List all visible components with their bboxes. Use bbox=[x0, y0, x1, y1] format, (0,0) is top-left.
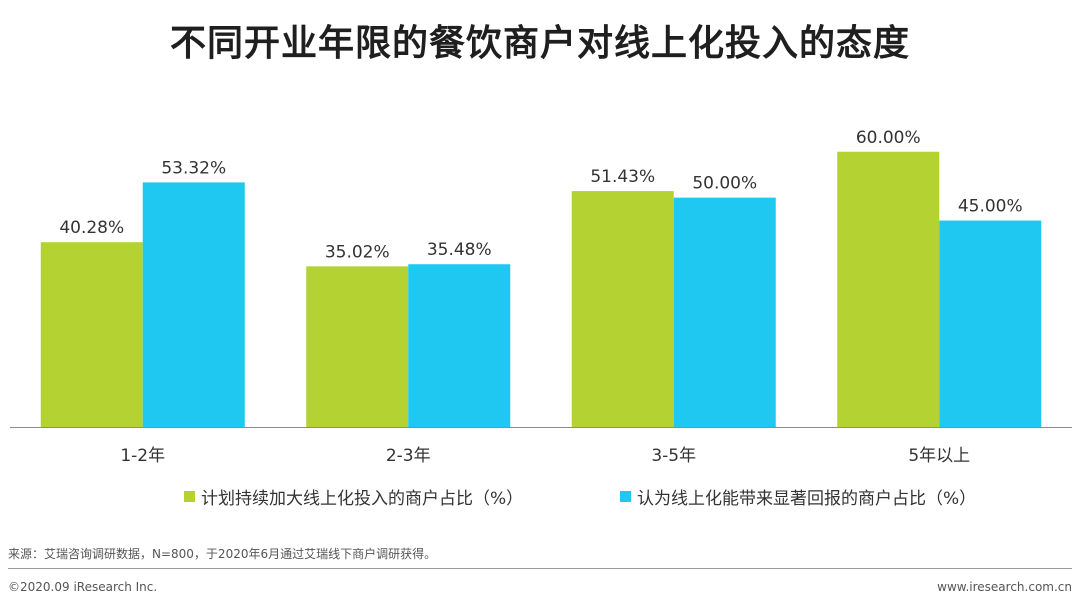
bar-series-2-2 bbox=[408, 264, 511, 427]
legend-item-series-1: 计划持续加大线上化投入的商户占比（%） bbox=[184, 484, 523, 509]
data-label-series-2-2: 35.48% bbox=[427, 240, 492, 260]
data-label-series-1-3: 51.43% bbox=[590, 167, 655, 187]
legend-swatch-green bbox=[184, 491, 195, 502]
footer-divider bbox=[8, 568, 1072, 569]
data-label-series-1-4: 60.00% bbox=[856, 128, 921, 148]
chart-legend: 计划持续加大线上化投入的商户占比（%） 认为线上化能带来显著回报的商户占比（%） bbox=[0, 484, 1080, 512]
data-label-series-2-1: 53.32% bbox=[161, 158, 226, 178]
data-label-series-2-3: 50.00% bbox=[692, 174, 757, 194]
website-link[interactable]: www.iresearch.com.cn bbox=[937, 580, 1072, 594]
bar-series-2-3 bbox=[673, 197, 776, 427]
legend-label-series-1: 计划持续加大线上化投入的商户占比（%） bbox=[201, 489, 524, 509]
bar-series-1-1 bbox=[40, 242, 143, 427]
x-tick-label-1: 1-2年 bbox=[120, 446, 165, 466]
data-label-series-1-2: 35.02% bbox=[325, 242, 390, 262]
chart-title: 不同开业年限的餐饮商户对线上化投入的态度 bbox=[169, 23, 910, 64]
legend-item-series-2: 认为线上化能带来显著回报的商户占比（%） bbox=[620, 484, 976, 509]
bar-series-2-4 bbox=[939, 220, 1042, 427]
bar-series-1-3 bbox=[571, 191, 674, 427]
x-tick-label-3: 3-5年 bbox=[651, 446, 696, 466]
legend-label-series-2: 认为线上化能带来显著回报的商户占比（%） bbox=[637, 489, 977, 509]
legend-swatch-blue bbox=[620, 491, 631, 502]
copyright-text: ©2020.09 iResearch Inc. bbox=[8, 580, 158, 594]
data-label-series-2-4: 45.00% bbox=[958, 197, 1023, 217]
bar-series-2-1 bbox=[142, 182, 245, 427]
bar-chart: 40.28% 53.32% 1-2年 35.02% 35.48% 2-3年 51.43% 50… bbox=[10, 128, 1072, 466]
bar-series-1-4 bbox=[837, 151, 940, 427]
x-tick-label-4: 5年以上 bbox=[908, 446, 970, 466]
data-label-series-1-1: 40.28% bbox=[59, 218, 124, 238]
x-tick-label-2: 2-3年 bbox=[386, 446, 431, 466]
bar-series-1-2 bbox=[306, 266, 409, 427]
source-note: 来源：艾瑞咨询调研数据，N=800，于2020年6月通过艾瑞线下商户调研获得。 bbox=[8, 547, 437, 561]
